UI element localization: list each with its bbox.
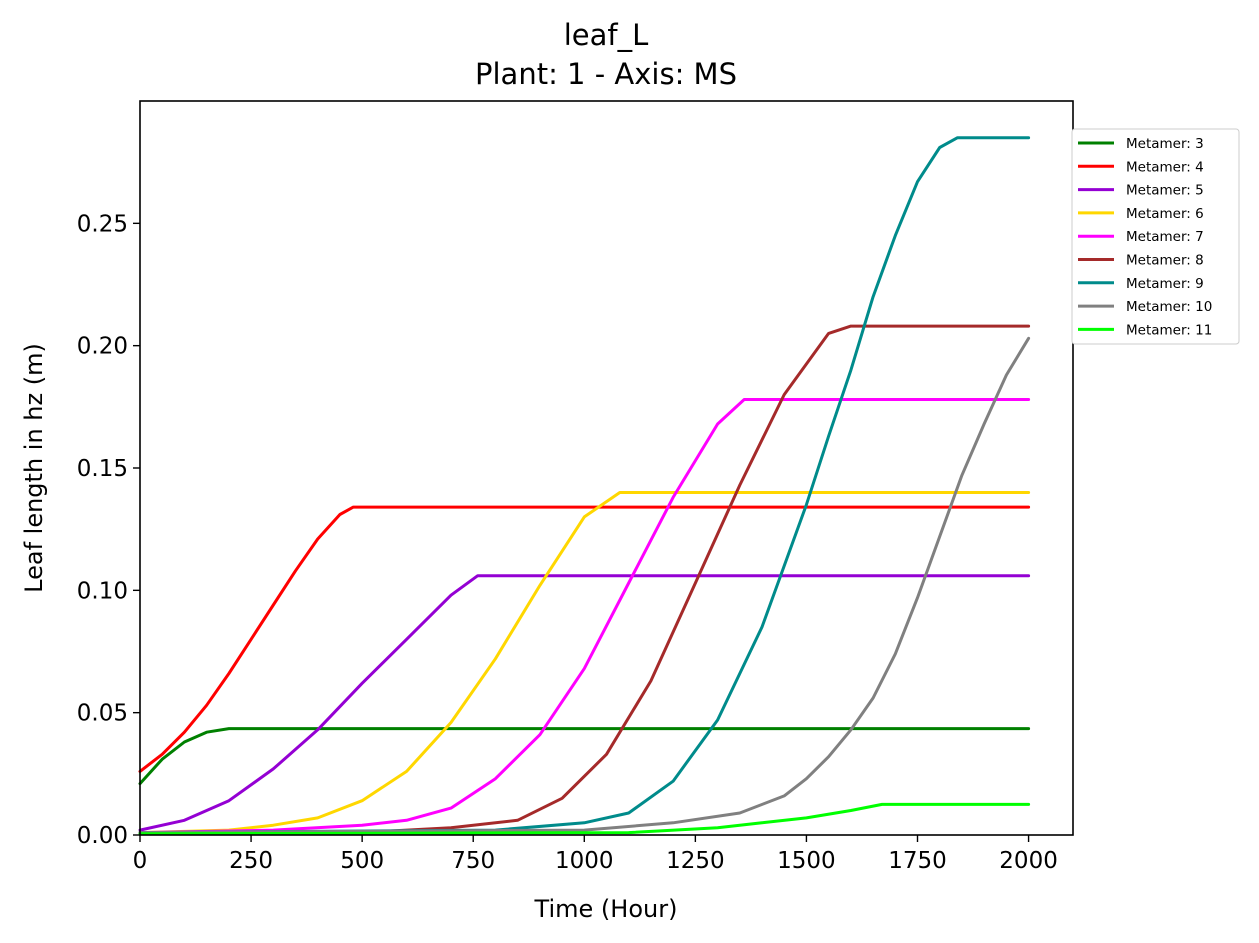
y-tick-label: 0.00 <box>77 823 128 849</box>
x-tick-label: 250 <box>229 848 273 874</box>
legend-entry: Metamer: 11 <box>1126 322 1212 338</box>
legend-entry: Metamer: 7 <box>1126 229 1204 245</box>
y-tick-label: 0.10 <box>77 578 128 604</box>
legend-entry: Metamer: 10 <box>1126 299 1212 315</box>
x-tick-label: 1250 <box>666 848 725 874</box>
x-axis-label: Time (Hour) <box>534 895 678 923</box>
x-tick-label: 1000 <box>555 848 614 874</box>
series-line-2 <box>138 505 1031 773</box>
series-line-9 <box>138 802 1031 836</box>
x-tick-label: 750 <box>451 848 495 874</box>
series-layer <box>138 136 1031 836</box>
x-tick-label: 0 <box>133 848 148 874</box>
x-tick-label: 2000 <box>999 848 1058 874</box>
y-tick-label: 0.20 <box>77 334 128 360</box>
y-tick-label: 0.25 <box>77 211 128 237</box>
series-line-3 <box>138 574 1031 832</box>
legend: Metamer: 3 Metamer: 4 Metamer: 5 Metamer: 6… <box>1071 128 1240 345</box>
series-line-4 <box>138 491 1031 835</box>
series-line-8 <box>138 336 1031 835</box>
series-line-1 <box>138 727 1031 786</box>
x-tick-label: 1750 <box>888 848 947 874</box>
legend-entry: Metamer: 5 <box>1126 183 1204 199</box>
legend-entry: Metamer: 3 <box>1126 136 1204 152</box>
y-tick-label: 0.15 <box>77 456 128 482</box>
legend-entry: Metamer: 6 <box>1126 206 1204 222</box>
x-tick-label: 1500 <box>777 848 836 874</box>
legend-entry: Metamer: 9 <box>1126 276 1204 292</box>
y-axis-label: Leaf length in hz (m) <box>20 343 48 593</box>
series-line-6 <box>138 324 1031 835</box>
legend-entry: Metamer: 4 <box>1126 159 1204 175</box>
legend-frame <box>1071 128 1240 345</box>
y-tick-label: 0.05 <box>77 701 128 727</box>
series-line-7 <box>138 136 1031 835</box>
x-tick-label: 500 <box>340 848 384 874</box>
tick-layer: 0 250 500 750 1000 1250 1500 1750 2000 0.00 0.05 0.… <box>77 211 1058 874</box>
series-line-5 <box>138 398 1031 835</box>
chart-subtitle: Plant: 1 - Axis: MS <box>475 57 737 91</box>
chart-title: leaf_L <box>564 18 649 52</box>
legend-entry: Metamer: 8 <box>1126 253 1204 269</box>
plot-frame <box>139 100 1074 836</box>
